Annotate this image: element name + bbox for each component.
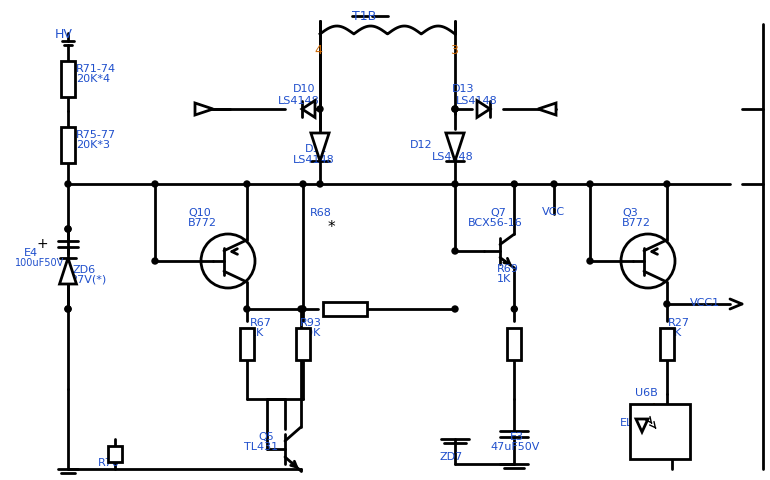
Text: Q3: Q3 [622, 207, 638, 217]
Text: *: * [328, 219, 336, 235]
Polygon shape [636, 419, 648, 432]
Text: E3: E3 [510, 431, 524, 441]
Text: T1B: T1B [352, 10, 377, 23]
Circle shape [452, 306, 458, 312]
Text: D10: D10 [293, 84, 316, 94]
Circle shape [317, 107, 323, 113]
Text: 47uF50V: 47uF50V [490, 441, 539, 451]
Text: BCX56-16: BCX56-16 [468, 217, 523, 228]
Circle shape [664, 301, 670, 307]
Circle shape [511, 181, 517, 188]
Text: 1K: 1K [668, 327, 682, 337]
Circle shape [298, 306, 304, 312]
Text: Q5: Q5 [258, 431, 274, 441]
Text: LS4148: LS4148 [278, 96, 320, 106]
Text: D13: D13 [452, 84, 474, 94]
Bar [61, 62, 75, 98]
Text: 27V(*): 27V(*) [70, 275, 106, 285]
Text: 4: 4 [648, 401, 656, 414]
Text: R93: R93 [300, 317, 322, 327]
Text: LS4148: LS4148 [456, 96, 497, 106]
Text: R71-74: R71-74 [76, 64, 116, 74]
Circle shape [152, 181, 158, 188]
Text: Q10: Q10 [188, 207, 211, 217]
Bar [660, 328, 674, 360]
Circle shape [65, 227, 71, 232]
Circle shape [587, 258, 593, 264]
Circle shape [65, 181, 71, 188]
Text: R75-77: R75-77 [76, 130, 116, 140]
Polygon shape [477, 101, 490, 118]
Text: U6B: U6B [635, 387, 658, 397]
Text: +: + [36, 237, 48, 251]
Bar [61, 128, 75, 164]
Bar [630, 404, 690, 459]
Text: R70: R70 [98, 457, 120, 467]
Text: EL817: EL817 [620, 417, 654, 427]
Circle shape [244, 306, 250, 312]
Text: HV: HV [55, 28, 73, 41]
Circle shape [300, 306, 306, 312]
Bar [296, 328, 310, 360]
Text: 20K*4: 20K*4 [76, 74, 110, 84]
Text: 3: 3 [450, 44, 458, 57]
Text: R27: R27 [668, 317, 690, 327]
Circle shape [452, 181, 458, 188]
Circle shape [65, 227, 71, 232]
Bar [323, 302, 367, 316]
Bar [240, 328, 254, 360]
Circle shape [317, 181, 323, 188]
Text: D11: D11 [305, 144, 327, 154]
Circle shape [452, 249, 458, 254]
Bar [507, 328, 521, 360]
Text: Q7: Q7 [490, 207, 506, 217]
Text: 10K: 10K [300, 327, 321, 337]
Text: LS4148: LS4148 [293, 155, 335, 165]
Circle shape [587, 181, 593, 188]
Text: R68: R68 [310, 207, 332, 217]
Circle shape [244, 181, 250, 188]
Polygon shape [59, 258, 76, 285]
Text: R69: R69 [497, 264, 519, 274]
Text: B772: B772 [188, 217, 217, 228]
Text: LS4148: LS4148 [432, 152, 474, 162]
Text: D12: D12 [410, 140, 433, 150]
Text: VCC1: VCC1 [690, 298, 720, 307]
Text: ZD6: ZD6 [72, 264, 95, 275]
Text: 100uF50V: 100uF50V [15, 257, 64, 267]
Circle shape [664, 181, 670, 188]
Circle shape [452, 107, 458, 113]
Text: TL431: TL431 [244, 441, 278, 451]
Circle shape [65, 306, 71, 312]
Text: 1K: 1K [250, 327, 264, 337]
Polygon shape [302, 101, 315, 118]
Polygon shape [538, 104, 556, 116]
Circle shape [65, 306, 71, 312]
Polygon shape [446, 134, 464, 162]
Polygon shape [311, 134, 329, 162]
Text: ZD7: ZD7 [440, 451, 464, 461]
Bar [108, 446, 122, 462]
Polygon shape [195, 104, 213, 116]
Circle shape [300, 181, 306, 188]
Circle shape [511, 306, 517, 312]
Circle shape [152, 258, 158, 264]
Circle shape [551, 181, 557, 188]
Text: 4: 4 [314, 44, 322, 57]
Text: E4: E4 [24, 248, 38, 257]
Text: VCC: VCC [542, 206, 565, 216]
Text: R67: R67 [250, 317, 272, 327]
Text: 20K*3: 20K*3 [76, 140, 110, 150]
Circle shape [452, 107, 458, 113]
Text: 1K: 1K [497, 274, 511, 283]
Text: B772: B772 [622, 217, 651, 228]
